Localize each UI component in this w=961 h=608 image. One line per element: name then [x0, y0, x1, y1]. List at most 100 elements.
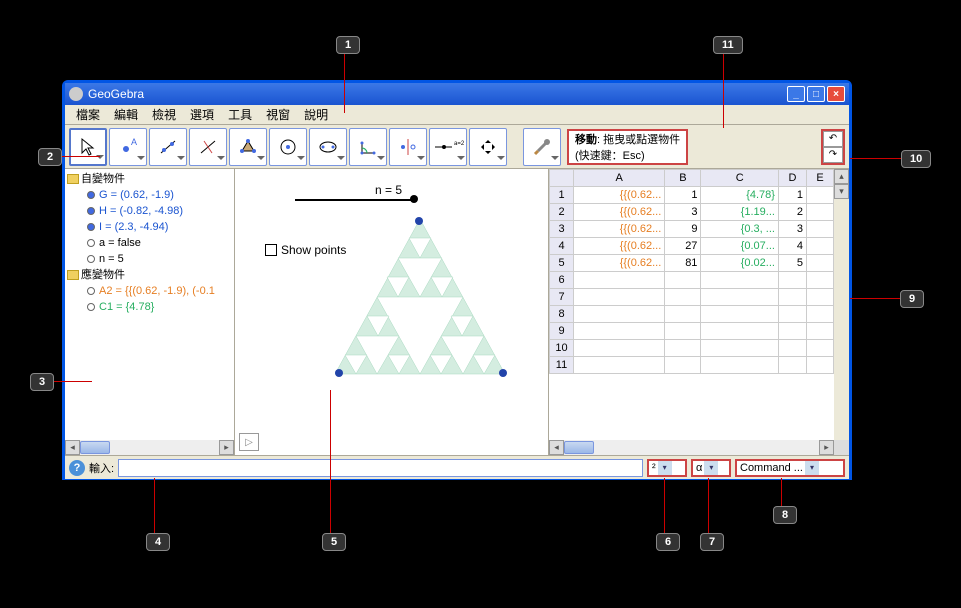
ellipse-tool[interactable]: [309, 128, 347, 166]
cell[interactable]: [574, 272, 665, 289]
scroll-left-button[interactable]: ◂: [65, 440, 80, 455]
visibility-dot[interactable]: [87, 239, 95, 247]
folder-independent[interactable]: 自變物件: [67, 171, 232, 187]
polygon-tool[interactable]: [229, 128, 267, 166]
alg-item-G[interactable]: G = (0.62, -1.9): [67, 187, 232, 203]
folder-dependent[interactable]: 應變物件: [67, 267, 232, 283]
cell[interactable]: [807, 289, 834, 306]
row-header[interactable]: 6: [550, 272, 574, 289]
alg-item-A2[interactable]: A2 = {{(0.62, -1.9), (-0.1: [67, 283, 232, 299]
cell[interactable]: 1: [778, 187, 806, 204]
cell[interactable]: [701, 306, 779, 323]
move-view-tool[interactable]: [469, 128, 507, 166]
cell[interactable]: [574, 306, 665, 323]
cell[interactable]: [574, 340, 665, 357]
cell[interactable]: [665, 289, 701, 306]
menu-edit[interactable]: 編輯: [107, 104, 145, 125]
spreadsheet-grid[interactable]: ABCDE 1{{(0.62...1{4.78}1 2{{(0.62...3{1…: [549, 169, 834, 440]
cell[interactable]: {4.78}: [701, 187, 779, 204]
menu-file[interactable]: 檔案: [69, 104, 107, 125]
cell[interactable]: [701, 323, 779, 340]
cell[interactable]: [807, 221, 834, 238]
cell[interactable]: [778, 340, 806, 357]
row-header[interactable]: 4: [550, 238, 574, 255]
cell[interactable]: [807, 204, 834, 221]
row-header[interactable]: 10: [550, 340, 574, 357]
col-D[interactable]: D: [778, 170, 806, 187]
point-tool[interactable]: A: [109, 128, 147, 166]
table-row[interactable]: 9: [550, 323, 834, 340]
row-header[interactable]: 2: [550, 204, 574, 221]
cell[interactable]: [807, 238, 834, 255]
table-row[interactable]: 11: [550, 357, 834, 374]
cell[interactable]: [807, 323, 834, 340]
row-header[interactable]: 7: [550, 289, 574, 306]
menu-help[interactable]: 說明: [297, 104, 335, 125]
col-E[interactable]: E: [807, 170, 834, 187]
cell[interactable]: {0.3, ...: [701, 221, 779, 238]
cell[interactable]: [807, 187, 834, 204]
scroll-down-button[interactable]: ▾: [834, 184, 849, 199]
scroll-left-button[interactable]: ◂: [549, 440, 564, 455]
settings-tool[interactable]: [523, 128, 561, 166]
cell[interactable]: [665, 306, 701, 323]
table-row[interactable]: 7: [550, 289, 834, 306]
greek-combo[interactable]: α▾: [691, 459, 731, 477]
col-B[interactable]: B: [665, 170, 701, 187]
scroll-thumb[interactable]: [80, 441, 110, 454]
visibility-dot[interactable]: [87, 223, 95, 231]
scroll-up-button[interactable]: ▴: [834, 169, 849, 184]
scroll-thumb[interactable]: [564, 441, 594, 454]
titlebar[interactable]: GeoGebra _ □ ×: [65, 83, 849, 105]
cell[interactable]: {{(0.62...: [574, 221, 665, 238]
cell[interactable]: [778, 272, 806, 289]
scroll-right-button[interactable]: ▸: [219, 440, 234, 455]
cell[interactable]: [701, 340, 779, 357]
cell[interactable]: 27: [665, 238, 701, 255]
play-button[interactable]: ▷: [239, 433, 259, 451]
slider-knob[interactable]: [410, 195, 418, 203]
cell[interactable]: 3: [778, 221, 806, 238]
minimize-button[interactable]: _: [787, 86, 805, 102]
menu-view[interactable]: 檢視: [145, 104, 183, 125]
slider-tool[interactable]: a=2: [429, 128, 467, 166]
table-row[interactable]: 5{{(0.62...81{0.02...5: [550, 255, 834, 272]
cell[interactable]: [778, 323, 806, 340]
spreadsheet-view[interactable]: ABCDE 1{{(0.62...1{4.78}1 2{{(0.62...3{1…: [549, 169, 849, 455]
menu-options[interactable]: 選項: [183, 104, 221, 125]
cell[interactable]: [701, 357, 779, 374]
col-A[interactable]: A: [574, 170, 665, 187]
row-header[interactable]: 11: [550, 357, 574, 374]
redo-button[interactable]: ↷: [823, 147, 843, 163]
point-I[interactable]: [499, 369, 507, 377]
angle-tool[interactable]: [349, 128, 387, 166]
cell[interactable]: 3: [665, 204, 701, 221]
cell[interactable]: 5: [778, 255, 806, 272]
cell[interactable]: [665, 357, 701, 374]
cell[interactable]: 1: [665, 187, 701, 204]
cell[interactable]: {{(0.62...: [574, 204, 665, 221]
cell[interactable]: {{(0.62...: [574, 238, 665, 255]
row-header[interactable]: 1: [550, 187, 574, 204]
undo-button[interactable]: ↶: [823, 131, 843, 147]
cell[interactable]: [574, 323, 665, 340]
cell[interactable]: 2: [778, 204, 806, 221]
visibility-dot[interactable]: [87, 207, 95, 215]
circle-tool[interactable]: [269, 128, 307, 166]
row-header[interactable]: 5: [550, 255, 574, 272]
cell[interactable]: [574, 289, 665, 306]
line-tool[interactable]: [149, 128, 187, 166]
cell[interactable]: [701, 272, 779, 289]
row-header[interactable]: 8: [550, 306, 574, 323]
menu-tools[interactable]: 工具: [221, 104, 259, 125]
command-input[interactable]: [118, 459, 643, 477]
cell[interactable]: 4: [778, 238, 806, 255]
visibility-dot[interactable]: [87, 255, 95, 263]
alg-item-I[interactable]: I = (2.3, -4.94): [67, 219, 232, 235]
help-icon[interactable]: ?: [69, 460, 85, 476]
table-row[interactable]: 6: [550, 272, 834, 289]
cell[interactable]: [807, 272, 834, 289]
cell[interactable]: {0.02...: [701, 255, 779, 272]
spreadsheet-scrollbar-v[interactable]: ▴ ▾: [834, 169, 849, 440]
cell[interactable]: [665, 272, 701, 289]
